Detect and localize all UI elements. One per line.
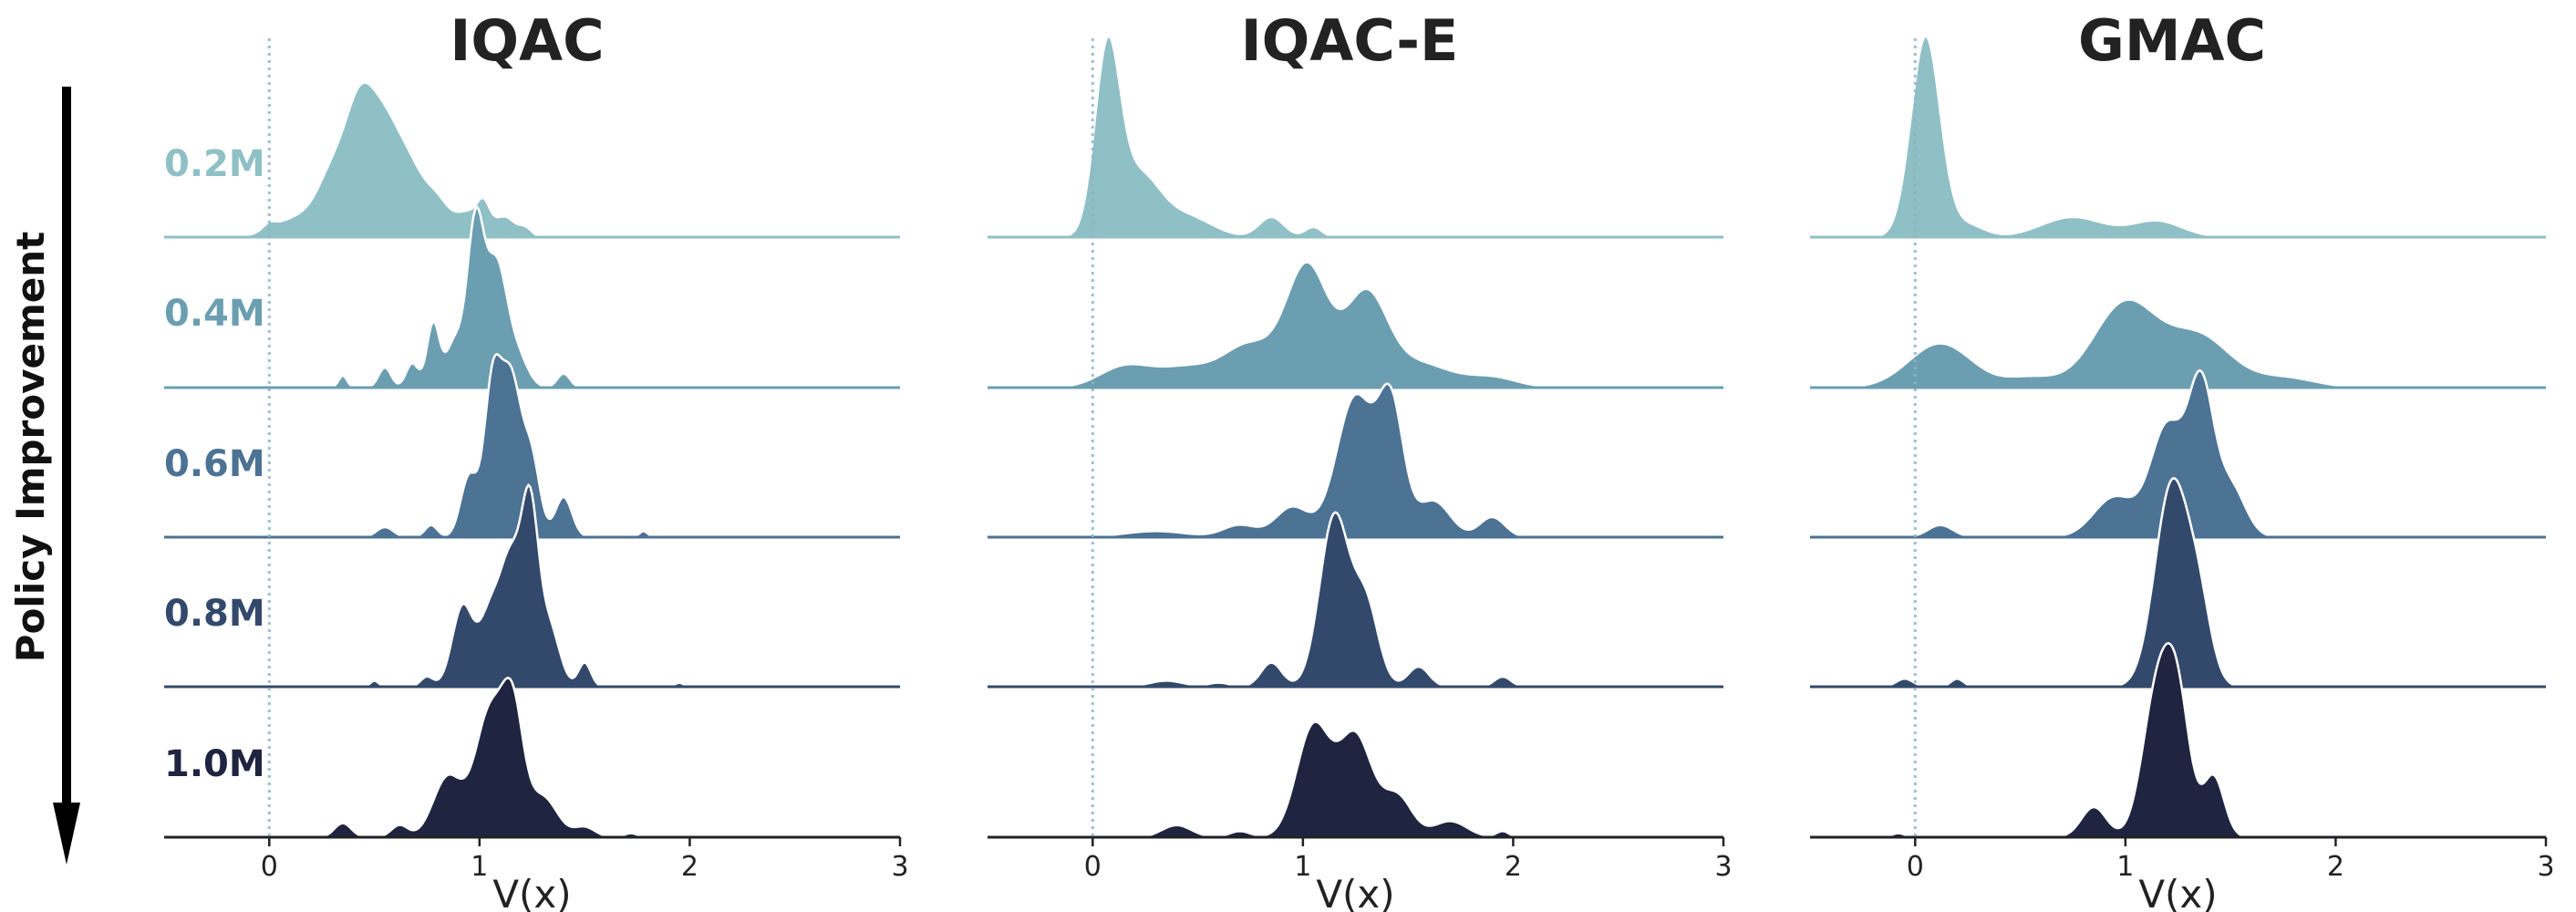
panel-gmac: 0 1 2 3 V(x) — [1810, 34, 2555, 912]
x-tick-label: 0 — [261, 851, 278, 883]
x-tick-label: 3 — [2537, 851, 2554, 883]
step-label-0-8m: 0.8M — [164, 593, 265, 635]
x-tick-label: 1 — [1294, 851, 1311, 883]
ridge-1-0m — [988, 721, 1723, 837]
panel-title-iqac: IQAC — [450, 7, 604, 74]
ridge-1-0m — [1810, 643, 2546, 837]
x-tick-label: 2 — [1505, 851, 1522, 883]
ridge-0-6m — [988, 383, 1723, 537]
step-label-1-0m: 1.0M — [164, 743, 265, 785]
ridge-0-8m — [1810, 478, 2546, 687]
x-tick-label: 1 — [471, 851, 488, 883]
step-label-0-6m: 0.6M — [164, 443, 265, 485]
x-tick-label: 0 — [1907, 851, 1924, 883]
ridge-0-8m — [988, 512, 1723, 687]
x-axis-label: V(x) — [492, 872, 571, 912]
x-axis-label: V(x) — [1316, 872, 1394, 912]
ridge-0-2m — [164, 82, 900, 237]
x-tick-label: 2 — [681, 851, 698, 883]
x-tick-label: 1 — [2116, 851, 2134, 883]
step-label-0-4m: 0.4M — [164, 293, 265, 335]
panel-iqac: 0 1 2 3 V(x) — [164, 38, 909, 912]
x-axis-label: V(x) — [2138, 872, 2217, 912]
ridge-0-4m — [1810, 299, 2546, 388]
policy-improvement-arrow — [53, 87, 80, 865]
ridge-outline — [164, 81, 900, 239]
x-tick-label: 3 — [891, 851, 908, 883]
side-axis-label: Policy Improvement — [8, 232, 53, 662]
ridge-0-8m — [164, 484, 900, 687]
panel-iqac-e: 0 1 2 3 V(x) — [988, 34, 1733, 912]
panel-title-iqac-e: IQAC-E — [1241, 7, 1459, 74]
x-tick-label: 0 — [1084, 851, 1102, 883]
x-tick-label: 2 — [2327, 851, 2344, 883]
panel-title-gmac: GMAC — [2078, 7, 2266, 74]
step-label-0-2m: 0.2M — [164, 143, 265, 185]
ridge-0-4m — [988, 262, 1723, 388]
ridge-1-0m — [164, 678, 900, 837]
x-tick-label: 3 — [1714, 851, 1732, 883]
ridge-0-6m — [1810, 370, 2546, 537]
